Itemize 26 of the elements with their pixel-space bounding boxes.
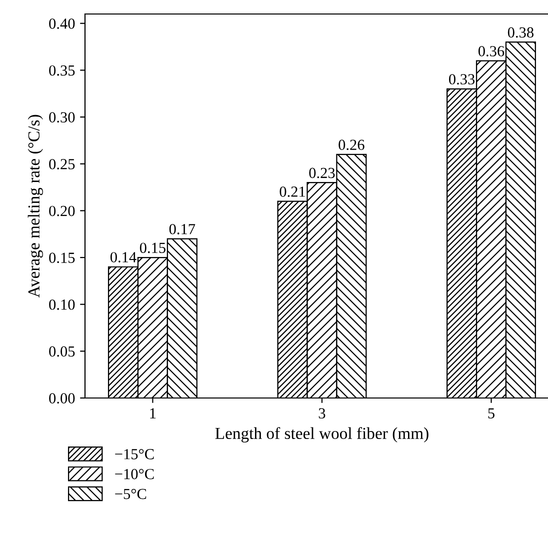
data-label: 0.38 <box>508 27 534 38</box>
legend-label: −15°C <box>115 449 154 460</box>
text: 0.00 <box>49 393 75 404</box>
data-label: 0.15 <box>140 242 166 254</box>
x-tick-label: 1 <box>150 408 156 418</box>
data-label: 0.14 <box>110 252 136 262</box>
text: 0.35 <box>49 65 75 76</box>
text: 0.20 <box>49 206 75 216</box>
x-tick-label: 5 <box>488 408 494 418</box>
legend-label: −10°C <box>115 468 154 480</box>
text: 0.15 <box>49 252 75 264</box>
text: 0.10 <box>49 299 75 310</box>
text: 0.30 <box>49 112 75 123</box>
data-label: 0.17 <box>169 224 196 234</box>
data-label: 0.23 <box>309 168 335 178</box>
text: 0.25 <box>49 158 75 170</box>
x-tick-label: 3 <box>318 408 326 418</box>
data-label: 0.33 <box>449 74 475 84</box>
x-axis-title: Length of steel wool fiber (mm) <box>215 427 428 442</box>
data-label: 0.21 <box>280 186 305 197</box>
text: 0.05 <box>49 346 75 357</box>
legend-label: −5°C <box>115 488 146 500</box>
text: 0.40 <box>49 18 75 29</box>
y-axis-title: Average melting rate (°C/s) <box>28 114 43 298</box>
data-label: 0.26 <box>338 140 364 150</box>
data-label: 0.36 <box>478 46 504 56</box>
